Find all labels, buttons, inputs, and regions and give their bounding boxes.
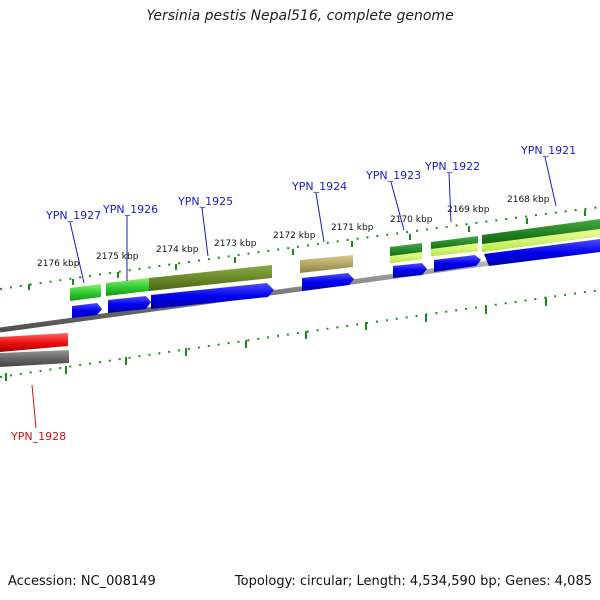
gene-labels: YPN_1927 YPN_1926 YPN_1925 YPN_1924 YPN_… — [10, 144, 576, 443]
scale-label-2173: 2173 kbp — [214, 239, 257, 249]
inner-tick-ring — [0, 289, 600, 381]
feature-ypn-1928 — [0, 333, 68, 352]
feature-ypn-1922-lime — [431, 243, 478, 256]
feature-ypn-1926 — [106, 278, 149, 296]
outer-tick-ring — [0, 206, 600, 290]
scale-label-2171: 2171 kbp — [331, 223, 374, 233]
label-leaders — [31, 156, 557, 429]
map-title: Yersinia pestis Nepal516, complete genom… — [146, 8, 454, 24]
cds-arrow-1927 — [72, 303, 102, 318]
gene-label-ypn-1921: YPN_1921 — [520, 144, 576, 157]
scale-label-2170: 2170 kbp — [390, 215, 433, 225]
cds-features — [72, 239, 600, 318]
feature-ypn-1924 — [300, 255, 353, 273]
topology-text: Topology: circular; Length: 4,534,590 bp… — [234, 574, 592, 589]
scale-label-2176: 2176 kbp — [37, 259, 80, 269]
gene-features — [70, 219, 600, 301]
cds-arrow-1925 — [151, 283, 274, 309]
scale-labels: 2176 kbp 2175 kbp 2174 kbp 2173 kbp 2172… — [37, 195, 550, 269]
cds-arrow-1924 — [302, 273, 354, 291]
cds-arrow-1922 — [434, 255, 481, 272]
scale-label-2174: 2174 kbp — [156, 245, 199, 255]
feature-ypn-1927 — [70, 284, 101, 301]
gene-label-ypn-1927: YPN_1927 — [45, 209, 101, 222]
gene-label-ypn-1926: YPN_1926 — [102, 203, 158, 216]
scale-label-2172: 2172 kbp — [273, 231, 316, 241]
feature-ypn-1923-lime — [390, 252, 422, 263]
accession-text: Accession: NC_008149 — [8, 574, 156, 589]
scale-label-2169: 2169 kbp — [447, 205, 490, 215]
feature-ypn-1925 — [149, 265, 272, 291]
cds-arrow-1926 — [108, 296, 151, 313]
gene-label-ypn-1923: YPN_1923 — [365, 169, 421, 182]
scale-label-2175: 2175 kbp — [96, 252, 139, 262]
gene-label-ypn-1928: YPN_1928 — [10, 430, 66, 443]
cds-arrow-1921 — [484, 239, 600, 266]
cds-arrow-1923 — [393, 263, 427, 278]
gene-label-ypn-1924: YPN_1924 — [291, 180, 347, 193]
gene-label-ypn-1925: YPN_1925 — [177, 195, 233, 208]
gene-label-ypn-1922: YPN_1922 — [424, 160, 480, 173]
feature-ypn-1928-grey — [0, 350, 69, 367]
scale-label-2168: 2168 kbp — [507, 195, 550, 205]
feature-ypn-1921-lime — [482, 229, 600, 252]
